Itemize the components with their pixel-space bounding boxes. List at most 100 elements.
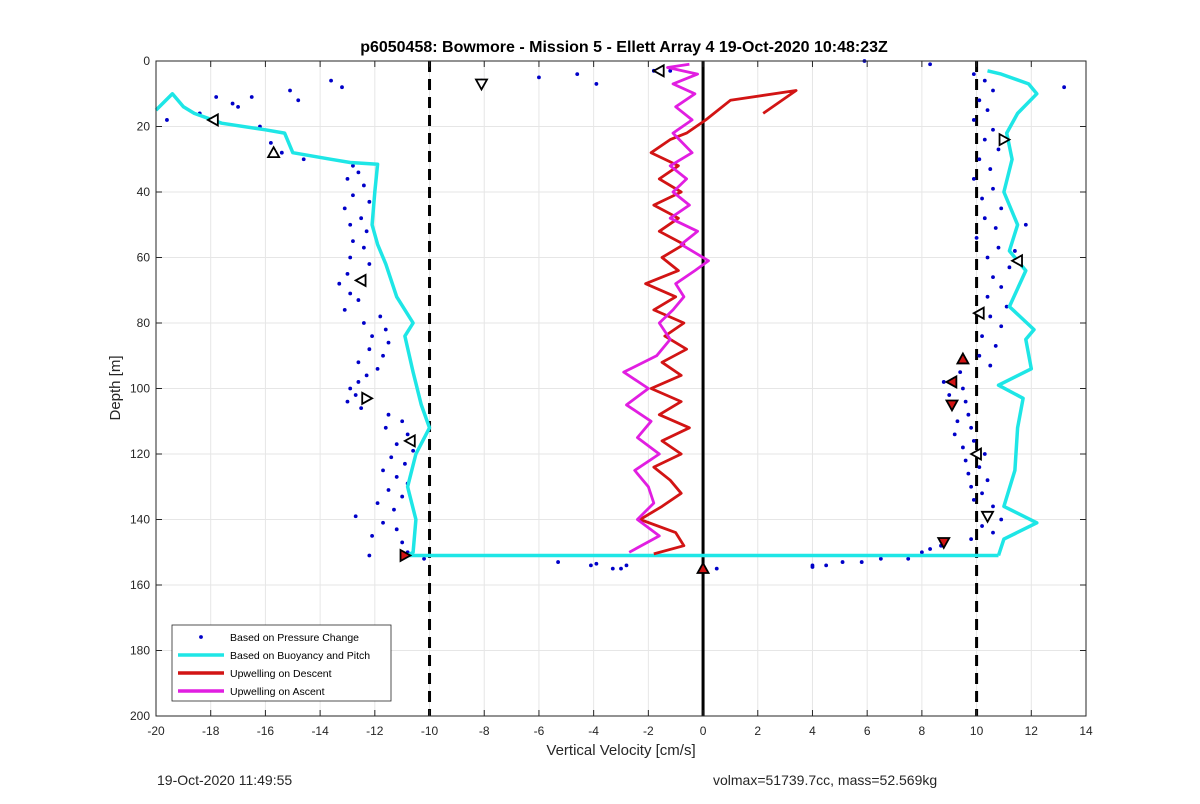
pressure-change-point — [422, 556, 426, 561]
pressure-change-point — [619, 566, 623, 571]
pressure-change-point — [980, 524, 984, 528]
pressure-change-point — [610, 566, 615, 571]
turn-marker — [651, 63, 665, 78]
pressure-change-point — [359, 406, 364, 411]
pressure-change-point — [991, 530, 995, 535]
pressure-change-point — [840, 560, 845, 564]
legend-entry-label: Based on Buoyancy and Pitch — [230, 650, 370, 662]
x-tick-label: -4 — [588, 724, 599, 738]
legend-swatch-points — [199, 635, 203, 639]
pressure-change-point — [411, 448, 416, 453]
pressure-change-point — [594, 561, 599, 566]
pressure-change-point — [575, 72, 580, 76]
pressure-change-point — [985, 294, 990, 299]
pressure-change-point — [966, 412, 971, 417]
series-layer — [154, 59, 1067, 571]
turn-marker — [403, 433, 416, 448]
grid-lines — [155, 60, 1087, 717]
turn-marker — [998, 132, 1012, 147]
pressure-change-point — [348, 386, 353, 391]
pressure-change-point — [537, 75, 541, 80]
turn-marker — [353, 273, 367, 288]
pressure-change-point — [405, 432, 410, 437]
legend-entry-label: Upwelling on Descent — [230, 668, 332, 680]
pressure-change-point — [985, 255, 990, 260]
pressure-change-point — [594, 82, 599, 86]
pressure-change-point — [381, 520, 385, 525]
x-tick-label: -14 — [311, 724, 329, 738]
pressure-change-point — [367, 199, 372, 204]
pressure-change-point — [348, 291, 353, 296]
turn-marker — [944, 374, 958, 389]
pressure-change-point — [279, 150, 284, 155]
pressure-change-point — [859, 560, 864, 564]
pressure-change-point — [1023, 222, 1028, 227]
pressure-change-point — [980, 196, 984, 201]
pressure-change-point — [400, 540, 405, 545]
pressure-change-point — [991, 186, 995, 191]
pressure-change-point — [383, 327, 388, 332]
pressure-change-point — [214, 95, 219, 99]
y-tick-label: 160 — [130, 578, 150, 592]
pressure-change-point — [961, 386, 965, 391]
pressure-change-point — [367, 347, 372, 352]
pressure-change-point — [928, 62, 932, 67]
pressure-change-point — [977, 157, 982, 162]
pressure-change-point — [1062, 85, 1067, 90]
pressure-change-point — [963, 458, 968, 463]
pressure-change-point — [364, 229, 369, 234]
pressure-change-point — [356, 298, 361, 302]
y-tick-label: 120 — [130, 447, 150, 461]
x-tick-label: -10 — [421, 724, 439, 738]
pressure-change-point — [394, 475, 399, 479]
pressure-change-point — [955, 419, 960, 424]
y-tick-label: 20 — [137, 120, 151, 134]
turn-markers — [206, 63, 1023, 574]
pressure-change-point — [381, 468, 385, 473]
pressure-change-point — [977, 353, 982, 358]
pressure-change-point — [288, 88, 292, 93]
pressure-change-point — [714, 566, 719, 571]
pressure-change-point — [977, 465, 982, 469]
print-timestamp: 19-Oct-2020 11:49:55 — [157, 772, 293, 788]
y-tick-label: 80 — [137, 316, 151, 330]
pressure-change-point — [351, 193, 355, 198]
pressure-change-point — [810, 563, 815, 568]
legend-entry-label: Upwelling on Ascent — [230, 686, 325, 698]
pressure-change-point — [969, 537, 974, 542]
pressure-change-point — [383, 425, 388, 430]
pressure-change-point — [971, 497, 976, 502]
pressure-change-point — [230, 101, 235, 106]
pressure-change-point — [906, 556, 911, 561]
upwelling-on-ascent-line — [622, 62, 710, 554]
pressure-change-point — [353, 393, 358, 397]
x-tick-label: 4 — [809, 724, 816, 738]
x-tick-label: 8 — [919, 724, 926, 738]
pressure-change-point — [351, 239, 355, 244]
x-tick-label: -18 — [202, 724, 220, 738]
pressure-change-point — [947, 393, 952, 397]
pressure-change-point — [999, 285, 1004, 289]
x-tick-label: 2 — [754, 724, 761, 738]
pressure-change-point — [345, 399, 350, 404]
pressure-change-point — [359, 216, 364, 221]
pressure-change-point — [342, 206, 347, 211]
pressure-change-point — [1007, 265, 1012, 270]
y-tick-label: 140 — [130, 513, 150, 527]
based-on-buoyancy-and-pitch-line — [987, 69, 1039, 557]
turn-marker — [1010, 253, 1023, 268]
pressure-change-point — [941, 380, 946, 384]
x-tick-label: 6 — [864, 724, 871, 738]
pressure-change-point — [392, 507, 396, 512]
pressure-change-point — [375, 366, 380, 371]
y-axis-label: Depth [m] — [107, 355, 124, 420]
pressure-change-point — [982, 216, 987, 221]
pressure-change-point — [988, 167, 993, 171]
x-tick-label: 14 — [1079, 724, 1093, 738]
glider-volmax-mass: volmax=51739.7cc, mass=52.569kg — [713, 772, 938, 788]
pressure-change-point — [985, 108, 990, 113]
pressure-change-point — [345, 271, 350, 276]
pressure-change-point — [982, 78, 987, 83]
turn-marker — [936, 537, 951, 550]
pressure-change-point — [999, 517, 1004, 522]
